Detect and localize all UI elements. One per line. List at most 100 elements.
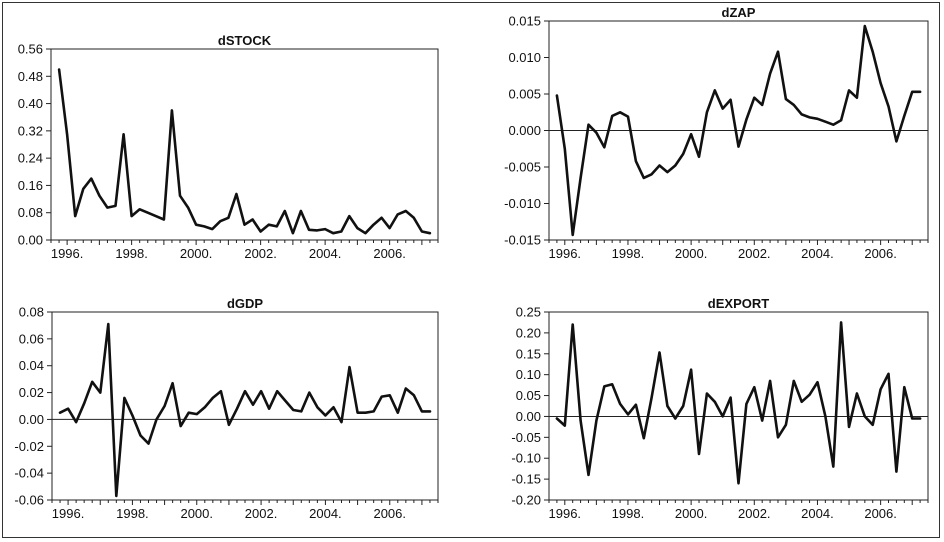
data-point — [824, 415, 827, 418]
data-point — [674, 164, 677, 167]
data-point — [396, 213, 399, 216]
y-tick-label: 0.08 — [18, 205, 43, 220]
data-point — [364, 232, 367, 234]
y-tick-label: 0.40 — [18, 96, 43, 111]
data-point — [82, 188, 85, 190]
data-point — [340, 230, 343, 233]
data-point — [682, 153, 685, 155]
data-point — [123, 397, 126, 399]
data-point — [832, 465, 835, 468]
series-line — [555, 321, 922, 485]
data-point — [404, 210, 407, 212]
data-point — [187, 411, 190, 414]
chart-title: dGDP — [227, 296, 263, 311]
x-tick-label: 2002. — [738, 506, 771, 521]
data-point — [887, 105, 890, 108]
data-point — [308, 228, 310, 231]
data-point — [364, 411, 367, 414]
data-point — [99, 391, 102, 394]
plot-frame — [50, 48, 439, 241]
data-point — [777, 50, 779, 53]
series-line — [58, 322, 432, 498]
data-point — [792, 380, 795, 382]
data-point — [911, 417, 914, 420]
data-point — [856, 392, 858, 395]
data-point — [251, 218, 254, 221]
data-point — [195, 413, 198, 415]
data-point — [785, 424, 787, 426]
data-point — [714, 89, 716, 92]
data-point — [690, 133, 692, 135]
data-point — [300, 210, 302, 212]
data-point — [642, 437, 645, 439]
x-tick-label: 2006. — [864, 246, 897, 261]
y-tick-label: -0.02 — [14, 439, 44, 454]
data-point — [714, 401, 716, 403]
y-tick-label: 0.000 — [508, 123, 541, 138]
data-point — [911, 91, 914, 93]
y-tick-label: 0.10 — [516, 367, 541, 382]
data-point — [879, 388, 882, 391]
data-point — [348, 215, 351, 217]
y-tick-label: 0.00 — [18, 233, 43, 248]
data-point — [163, 218, 165, 221]
data-point — [761, 104, 763, 106]
x-tick-label: 1996. — [51, 246, 84, 261]
x-tick-label: 2000. — [180, 246, 213, 261]
chart-title: dSTOCK — [218, 33, 272, 48]
data-point — [244, 390, 246, 393]
data-point — [66, 133, 68, 136]
data-point — [284, 399, 287, 402]
y-tick-label: -0.005 — [504, 160, 541, 175]
y-tick-label: 0.25 — [516, 305, 541, 320]
data-point — [163, 405, 166, 407]
data-point — [635, 160, 637, 162]
data-point — [824, 120, 827, 123]
data-point — [74, 215, 76, 217]
data-point — [83, 402, 85, 405]
data-point — [729, 99, 732, 101]
data-point — [753, 386, 756, 389]
data-point — [745, 118, 748, 121]
y-tick-label: -0.15 — [511, 472, 541, 487]
data-point — [761, 419, 763, 422]
x-tick-label: 2006. — [864, 506, 897, 521]
data-point — [864, 415, 866, 418]
data-point — [595, 419, 598, 422]
data-point — [171, 382, 174, 384]
data-point — [753, 96, 756, 99]
x-tick-label: 1996. — [549, 246, 582, 261]
data-point — [171, 109, 173, 112]
x-tick-label: 2000. — [675, 246, 708, 261]
data-point — [840, 119, 842, 122]
x-tick-label: 1998. — [612, 506, 645, 521]
y-tick-label: -0.05 — [511, 430, 541, 445]
data-point — [706, 392, 708, 395]
data-point — [405, 387, 407, 390]
x-tick-label: 2004. — [309, 246, 342, 261]
data-point — [413, 394, 415, 397]
data-point — [396, 411, 399, 414]
data-point — [808, 116, 811, 119]
data-point — [388, 227, 391, 229]
data-point — [563, 424, 566, 427]
data-point — [611, 383, 613, 386]
data-point — [587, 474, 590, 476]
data-point — [332, 406, 335, 409]
data-point — [252, 403, 254, 406]
data-point — [666, 405, 669, 407]
data-point — [372, 223, 375, 226]
data-point — [658, 164, 661, 167]
data-point — [800, 113, 803, 116]
data-point — [292, 409, 295, 411]
data-point — [388, 394, 391, 397]
chart-panel-4: dEXPORT -0.20 -0.15 -0.10 -0.05 0.00 0.05 0.10 0… — [511, 296, 929, 521]
data-point — [332, 232, 334, 234]
data-point — [58, 68, 60, 71]
data-point — [228, 424, 230, 426]
data-point — [579, 419, 582, 422]
y-tick-label: -0.015 — [504, 233, 541, 248]
data-point — [871, 424, 874, 426]
data-point — [324, 414, 327, 417]
